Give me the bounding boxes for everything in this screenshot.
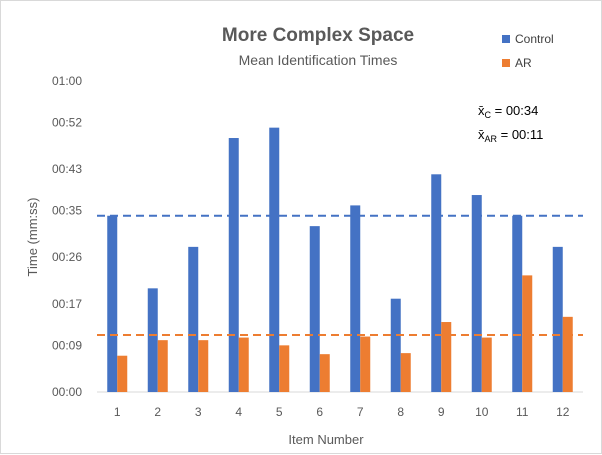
- bar-ar-2: [157, 340, 168, 392]
- y-axis-label: Time (mm:ss): [25, 198, 40, 277]
- y-tick-label: 00:52: [52, 115, 82, 129]
- bar-control-8: [390, 298, 401, 392]
- legend-swatch-control: [502, 35, 510, 43]
- x-tick-label: 10: [475, 405, 489, 419]
- bar-ar-10: [481, 337, 492, 392]
- bar-ar-3: [198, 340, 209, 392]
- x-tick-label: 11: [516, 405, 529, 419]
- y-tick-label: 00:43: [52, 162, 82, 176]
- bar-control-11: [512, 215, 523, 392]
- chart-title: More Complex Space: [222, 25, 414, 46]
- bar-control-1: [107, 215, 118, 392]
- x-tick-label: 12: [556, 405, 570, 419]
- bar-ar-8: [400, 353, 411, 392]
- bar-ar-11: [522, 275, 533, 392]
- y-tick-label: 01:00: [52, 74, 82, 88]
- chart-subtitle: Mean Identification Times: [239, 52, 398, 68]
- bar-ar-7: [360, 336, 371, 392]
- x-tick-label: 3: [195, 405, 202, 419]
- bar-ar-6: [319, 354, 330, 392]
- bar-control-7: [350, 205, 361, 392]
- mean-annotation-c: x̄C = 00:34: [478, 103, 538, 120]
- bar-control-2: [147, 288, 158, 392]
- bar-ar-9: [441, 322, 452, 392]
- y-tick-label: 00:26: [52, 250, 82, 264]
- bar-ar-5: [279, 345, 290, 392]
- bar-ar-12: [562, 316, 573, 392]
- y-tick-label: 00:09: [52, 338, 82, 352]
- legend-label-control: Control: [515, 32, 554, 46]
- x-tick-label: 8: [397, 405, 404, 419]
- y-tick-label: 00:00: [52, 385, 82, 399]
- x-tick-label: 7: [357, 405, 364, 419]
- y-tick-label: 00:17: [52, 297, 82, 311]
- legend-swatch-ar: [502, 59, 510, 67]
- x-axis-label: Item Number: [288, 432, 364, 447]
- legend-label-ar: AR: [515, 56, 532, 70]
- y-tick-label: 00:35: [52, 204, 82, 218]
- x-tick-label: 6: [316, 405, 323, 419]
- bar-control-3: [188, 246, 199, 392]
- bar-control-5: [269, 127, 280, 393]
- bar-control-6: [309, 226, 320, 392]
- x-tick-label: 5: [276, 405, 283, 419]
- bar-ar-4: [238, 337, 249, 392]
- bar-control-12: [552, 246, 563, 392]
- x-tick-label: 4: [235, 405, 242, 419]
- x-tick-label: 9: [438, 405, 445, 419]
- bar-control-10: [471, 195, 482, 392]
- bar-control-4: [228, 138, 239, 392]
- x-tick-label: 1: [114, 405, 121, 419]
- mean-annotation-ar: x̄AR = 00:11: [478, 127, 543, 144]
- bar-ar-1: [117, 355, 128, 392]
- x-tick-label: 2: [154, 405, 161, 419]
- bar-control-9: [431, 174, 442, 392]
